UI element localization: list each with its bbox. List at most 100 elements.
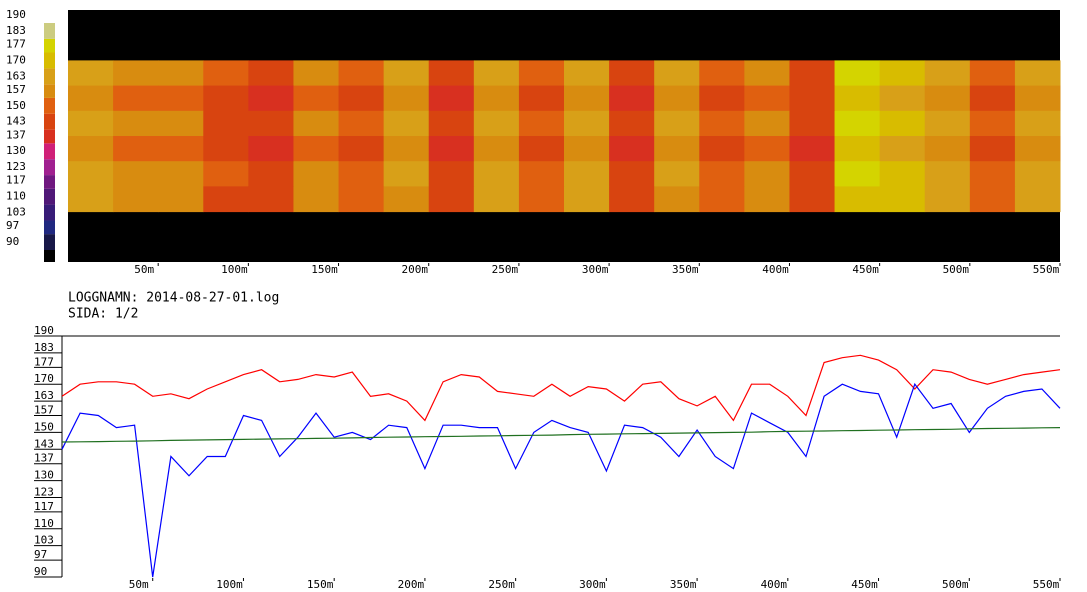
x-tick-label: 50m (134, 263, 154, 276)
heat-cell (518, 60, 565, 87)
heat-cell (158, 85, 204, 112)
heat-cell (834, 186, 881, 213)
heat-cell (203, 85, 249, 112)
heat-cell (518, 110, 565, 137)
heat-cell (744, 161, 790, 187)
heat-cell (428, 161, 475, 187)
heat-cell (969, 110, 1016, 137)
colorbar-swatch (44, 220, 55, 235)
y-tick-label: 110 (34, 517, 54, 530)
colorbar-tick-label: 183 (6, 24, 26, 37)
heat-cell (924, 60, 971, 87)
x-tick-label: 550m (1033, 578, 1060, 591)
heat-cell (293, 85, 340, 112)
heat-cell (158, 110, 204, 137)
heat-cell (744, 85, 790, 112)
y-tick-label: 137 (34, 452, 54, 465)
heat-cell (158, 60, 204, 87)
heat-cell (564, 85, 610, 112)
x-tick-label: 200m (401, 263, 428, 276)
heat-cell (428, 85, 475, 112)
heat-cell (789, 85, 836, 112)
page-number: SIDA: 1/2 (68, 307, 138, 322)
heat-cell (969, 85, 1016, 112)
heat-cell (158, 186, 204, 213)
heat-cell (654, 85, 700, 112)
x-tick-label: 350m (670, 578, 697, 591)
x-tick-label: 400m (761, 578, 788, 591)
heat-cell (338, 85, 385, 112)
colorbar-tick-label: 143 (6, 115, 26, 128)
y-tick-label: 177 (34, 355, 54, 368)
x-tick-label: 550m (1033, 263, 1060, 276)
colorbar-tick-label: 103 (6, 205, 26, 218)
heat-cell (1014, 186, 1061, 213)
x-tick-label: 250m (488, 578, 515, 591)
y-tick-label: 90 (34, 565, 47, 578)
heat-cell (383, 136, 430, 162)
heat-cell (879, 85, 926, 112)
heat-cell (699, 60, 745, 87)
colorbar-tick-label: 170 (6, 53, 26, 66)
heat-cell (1014, 136, 1061, 162)
heat-cell (68, 85, 114, 112)
heat-cell (293, 60, 340, 87)
heat-cell (248, 110, 294, 137)
x-tick-label: 300m (582, 263, 609, 276)
heat-cell (158, 136, 204, 162)
heat-cell (1014, 60, 1061, 87)
y-tick-label: 123 (34, 485, 54, 498)
heat-cell (1014, 85, 1061, 112)
heat-cell (293, 186, 340, 213)
y-tick-label: 130 (34, 469, 54, 482)
heat-cell (699, 161, 745, 187)
colorbar-tick-label: 177 (6, 38, 26, 51)
heat-cell (248, 85, 294, 112)
heat-cell (68, 60, 114, 87)
heat-cell (969, 186, 1016, 213)
heat-cell (473, 60, 520, 87)
colorbar-swatch (44, 38, 55, 53)
x-tick-label: 250m (492, 263, 519, 276)
colorbar-swatch (44, 159, 55, 176)
heat-cell (428, 136, 475, 162)
heat-cell (924, 186, 971, 213)
heat-cell (518, 186, 565, 213)
heat-cell (1014, 110, 1061, 137)
colorbar-swatch (44, 68, 55, 85)
heat-cell (383, 60, 430, 87)
series-line (61, 427, 1061, 443)
colorbar-swatch (44, 97, 55, 114)
x-tick-label: 300m (579, 578, 606, 591)
heat-cell (203, 136, 249, 162)
heat-cell (789, 136, 836, 162)
x-tick-label: 450m (852, 263, 879, 276)
heat-cell (68, 136, 114, 162)
heat-cell (834, 85, 881, 112)
heat-cell (834, 60, 881, 87)
y-tick-label: 150 (34, 420, 54, 433)
heat-cell (744, 136, 790, 162)
heat-cell (383, 110, 430, 137)
x-tick-label: 150m (311, 263, 338, 276)
heat-cell (293, 110, 340, 137)
y-tick-label: 183 (34, 341, 54, 354)
heat-cell (609, 161, 655, 187)
heat-cell (924, 110, 971, 137)
heat-cell (293, 136, 340, 162)
heat-cell (383, 85, 430, 112)
colorbar-tick-label: 110 (6, 190, 26, 203)
heat-cell (609, 110, 655, 137)
heat-cell (248, 186, 294, 213)
heat-cell (518, 85, 565, 112)
heat-cell (203, 186, 249, 213)
colorbar-swatch (44, 23, 55, 39)
heat-cell (564, 60, 610, 87)
heat-cell (654, 110, 700, 137)
heat-cell (834, 110, 881, 137)
heat-cell (924, 161, 971, 187)
heat-cell (879, 161, 926, 187)
colorbar-tick-label: 150 (6, 99, 26, 112)
colorbar-swatch (44, 129, 55, 144)
